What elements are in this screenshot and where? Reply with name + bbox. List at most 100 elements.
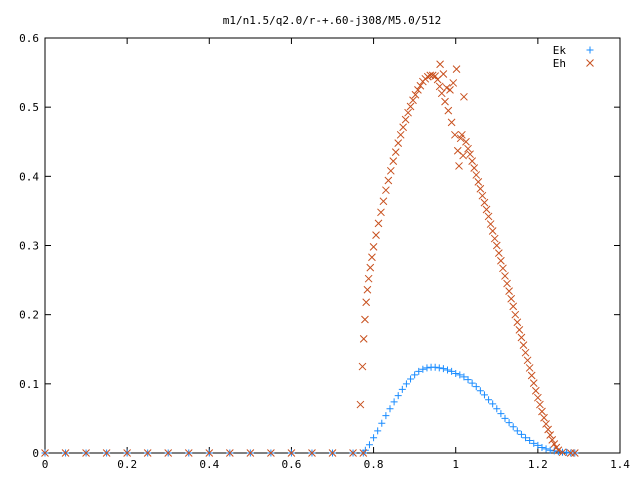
eh-point [308,449,316,457]
eh-point [509,302,518,311]
eh-point [386,166,395,175]
eh-point [377,208,385,217]
eh-point [287,449,296,457]
ek-point [435,364,443,372]
ek-point [480,391,488,399]
eh-point [369,243,378,251]
eh-point [391,148,400,156]
eh-point [428,71,437,80]
eh-point [102,449,111,457]
eh-point [515,326,524,334]
eh-point [452,65,461,73]
ek-point [407,375,415,383]
ek-point [468,379,476,387]
eh-point [507,294,516,303]
ek-point [374,427,382,435]
eh-point [363,285,372,294]
eh-point [531,386,540,395]
ek-point [456,371,464,379]
ek-point [390,398,398,406]
eh-point [444,106,453,115]
ek-point [365,441,373,449]
eh-point [527,371,536,380]
eh-point [458,130,466,139]
legend-label: Ek [553,44,567,57]
ek-point [382,412,390,420]
series-ek [41,363,579,457]
eh-point [497,256,505,265]
eh-point [554,446,563,455]
y-tick-label: 0.3 [19,240,39,253]
eh-point [529,379,538,387]
eh-point [396,130,405,139]
eh-point [534,393,542,402]
eh-point [61,449,70,457]
eh-point [486,220,495,228]
ek-point [361,446,369,454]
eh-point [356,400,365,409]
ek-point [423,364,431,372]
eh-point [540,413,548,422]
eh-point [451,130,459,139]
eh-point [267,449,275,457]
y-tick-label: 0.6 [19,32,39,45]
eh-point [546,431,555,439]
ek-point [411,371,419,379]
eh-point [548,436,557,444]
eh-point [484,212,493,221]
eh-point [466,150,474,159]
eh-point [372,231,380,239]
ek-point [542,445,550,453]
ek-point [505,419,513,427]
eh-point [550,440,559,448]
ek-point [489,400,497,408]
eh-point [521,348,530,357]
ek-point [419,365,427,373]
eh-point [460,92,468,101]
eh-point [439,70,448,78]
ek-point [550,447,558,455]
eh-point [482,205,491,214]
eh-point [513,318,522,327]
eh-point [406,102,415,111]
ek-point [501,414,509,422]
eh-point [505,287,513,296]
eh-point [399,123,407,132]
eh-point [423,72,432,81]
eh-point [499,264,507,273]
ek-point [497,410,505,418]
eh-point [359,335,368,343]
eh-point [523,356,532,365]
ek-point [513,427,521,435]
eh-point [246,449,255,457]
x-tick-label: 1.2 [528,458,548,471]
eh-point [472,171,481,179]
eh-point [364,274,373,283]
eh-point [431,72,440,80]
ek-point [452,369,460,377]
eh-point [446,86,454,94]
ek-point [398,385,406,393]
eh-point [436,60,444,69]
chart-title: m1/n1.5/q2.0/r-+.60-j308/M5.0/512 [223,14,442,27]
eh-point [538,407,546,416]
eh-point [401,115,410,124]
eh-point [462,137,470,146]
data-points [41,60,579,457]
eh-point [366,263,375,272]
eh-point [359,449,368,457]
eh-point [558,448,567,457]
ek-point [546,446,554,454]
eh-point [511,310,520,319]
ek-point [522,434,530,442]
x-tick-label: 1 [452,458,459,471]
eh-point [164,449,173,457]
ek-point [517,430,525,438]
ek-point [530,439,538,447]
eh-point [349,449,357,457]
eh-point [478,191,487,200]
eh-point [382,186,390,195]
eh-point [525,364,534,372]
